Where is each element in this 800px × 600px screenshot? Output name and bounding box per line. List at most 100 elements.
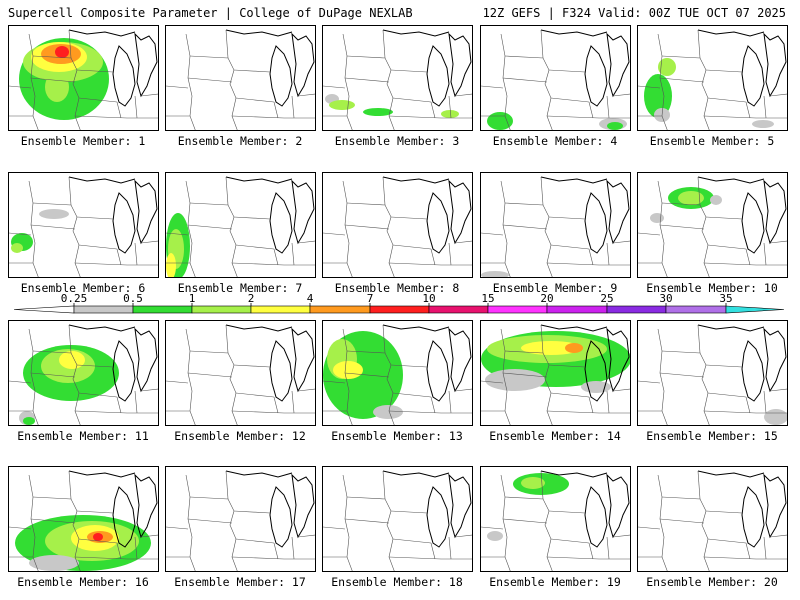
- coastline: [448, 179, 472, 245]
- ensemble-member-label: Ensemble Member: 16: [17, 575, 149, 589]
- state-border: [235, 97, 275, 103]
- state-border: [612, 93, 630, 97]
- state-border: [548, 69, 586, 73]
- state-border: [769, 240, 787, 244]
- state-border: [185, 328, 196, 425]
- state-border: [638, 380, 661, 384]
- state-border: [697, 470, 701, 500]
- ensemble-map-panel: [637, 320, 788, 426]
- state-border: [297, 388, 315, 392]
- state-border: [189, 202, 238, 277]
- scp-shaded-region: [93, 533, 103, 541]
- ensemble-map-panel: [165, 25, 316, 131]
- coastline: [584, 192, 608, 254]
- member-map: [638, 470, 787, 571]
- state-border: [235, 244, 275, 250]
- state-border: [707, 392, 747, 398]
- state-border: [342, 474, 353, 571]
- scp-shaded-region: [485, 369, 545, 391]
- state-border: [76, 69, 114, 73]
- member-map: [638, 324, 787, 425]
- coastline: [291, 32, 315, 98]
- state-border: [659, 224, 705, 230]
- state-border: [233, 69, 271, 73]
- ensemble-map-panel: [637, 172, 788, 278]
- state-border: [166, 85, 189, 89]
- ensemble-map-panel: [165, 466, 316, 572]
- colorbar-tick-label: 25: [600, 293, 613, 305]
- ensemble-map-panel: [8, 172, 159, 278]
- ensemble-member-label: Ensemble Member: 4: [492, 134, 618, 148]
- state-border: [342, 33, 353, 130]
- state-border: [546, 556, 630, 560]
- state-border: [550, 97, 590, 103]
- coastline: [134, 473, 158, 539]
- scp-shaded-region: [487, 112, 513, 130]
- state-border: [540, 470, 544, 500]
- scp-shaded-region: [39, 209, 69, 219]
- ensemble-map-panel: [322, 466, 473, 572]
- colorbar-tick-label: 20: [540, 293, 553, 305]
- coastline: [426, 45, 450, 107]
- state-border: [30, 77, 76, 83]
- ensemble-member-label: Ensemble Member: 7: [177, 281, 303, 295]
- member-map: [9, 29, 158, 130]
- state-border: [30, 372, 76, 378]
- state-border: [225, 29, 229, 59]
- coastline: [741, 340, 765, 402]
- colorbar-segment: [665, 305, 727, 314]
- state-border: [502, 224, 548, 230]
- state-border: [323, 526, 346, 530]
- scp-shaded-region: [521, 477, 545, 489]
- scp-shaded-region: [23, 417, 35, 425]
- state-border: [225, 176, 229, 206]
- state-border: [9, 85, 32, 89]
- state-border: [185, 180, 196, 277]
- state-border: [273, 542, 279, 560]
- member-map: [323, 176, 472, 277]
- colorbar-tick-label: 7: [367, 293, 374, 305]
- coastline: [741, 192, 765, 254]
- member-map: [481, 176, 630, 277]
- ensemble-map-panel: [8, 466, 159, 572]
- state-border: [342, 328, 353, 425]
- scp-shaded-region: [678, 191, 704, 205]
- member-map: [166, 176, 315, 277]
- state-border: [769, 93, 787, 97]
- state-border: [382, 176, 386, 206]
- scp-shaded-region: [11, 243, 23, 253]
- coastline: [382, 29, 450, 37]
- state-border: [502, 518, 548, 524]
- state-border: [189, 496, 238, 571]
- state-border: [68, 470, 72, 500]
- state-border: [9, 526, 32, 530]
- state-border: [548, 364, 586, 368]
- state-border: [291, 536, 295, 560]
- coastline: [741, 486, 765, 548]
- state-border: [588, 396, 594, 414]
- state-border: [68, 29, 72, 59]
- state-border: [606, 95, 610, 119]
- colorbar-low-end: [13, 305, 75, 314]
- state-border: [454, 240, 472, 244]
- coastline: [763, 327, 787, 393]
- state-border: [502, 77, 548, 83]
- state-border: [588, 101, 594, 119]
- state-border: [659, 372, 705, 378]
- state-border: [134, 242, 138, 266]
- state-border: [323, 380, 346, 384]
- state-border: [388, 556, 472, 560]
- state-border: [703, 556, 787, 560]
- state-border: [30, 224, 76, 230]
- state-border: [187, 518, 233, 524]
- scp-shaded-region: [29, 555, 79, 571]
- scp-shaded-region: [329, 100, 355, 110]
- ensemble-member-label: Ensemble Member: 3: [334, 134, 460, 148]
- state-border: [140, 93, 158, 97]
- state-border: [661, 496, 710, 571]
- state-border: [769, 388, 787, 392]
- state-border: [323, 232, 346, 236]
- coastline: [763, 32, 787, 98]
- coastline: [269, 192, 293, 254]
- state-border: [454, 534, 472, 538]
